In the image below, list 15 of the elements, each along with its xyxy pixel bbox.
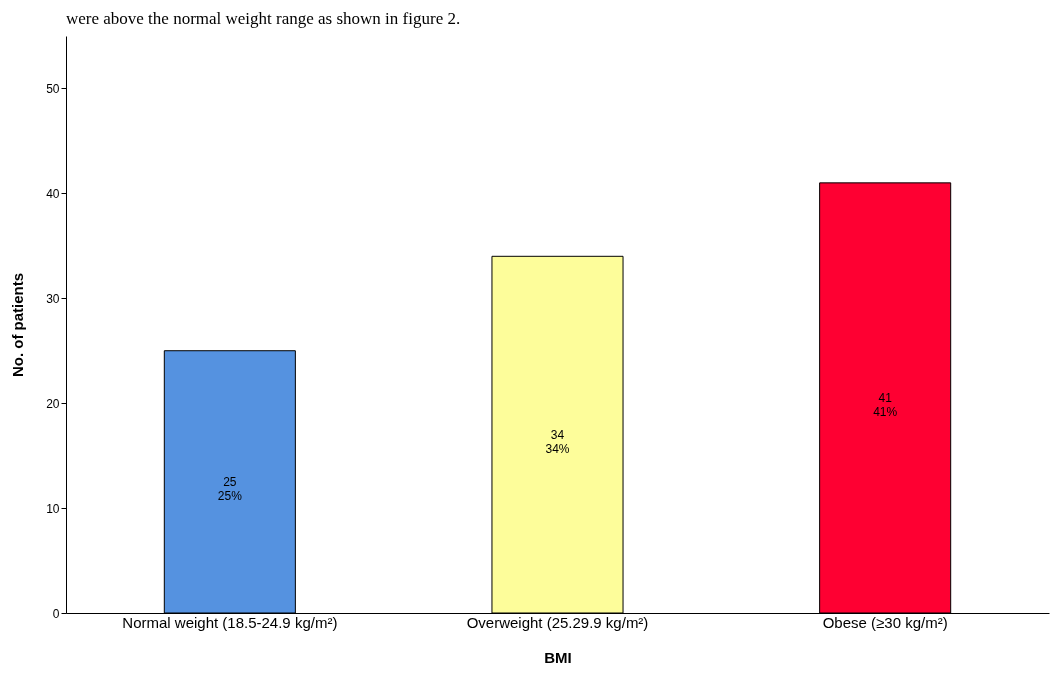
data-label: 41 41% [873, 390, 898, 419]
data-label: 25 25% [217, 474, 243, 503]
data-label: 34 34% [545, 427, 570, 456]
y-tick-label: 10 [46, 501, 60, 516]
x-tick-label: Normal weight (18.5-24.9 kg/m²) [122, 613, 338, 631]
x-tick-label: Overweight (25.29.9 kg/m²) [466, 613, 649, 631]
y-tick-label: 0 [52, 606, 60, 621]
y-tick-label: 30 [46, 291, 60, 306]
x-axis-title: BMI [544, 648, 572, 666]
text: were above the normal weight range as shown in figure 2. [66, 9, 461, 28]
y-tick-label: 20 [46, 396, 60, 411]
y-axis-title: No. of patients [9, 272, 27, 378]
x-tick-label: Obese (≥30 kg/m²) [822, 613, 948, 631]
y-tick-label: 40 [46, 186, 60, 201]
y-tick-label: 50 [46, 81, 60, 96]
